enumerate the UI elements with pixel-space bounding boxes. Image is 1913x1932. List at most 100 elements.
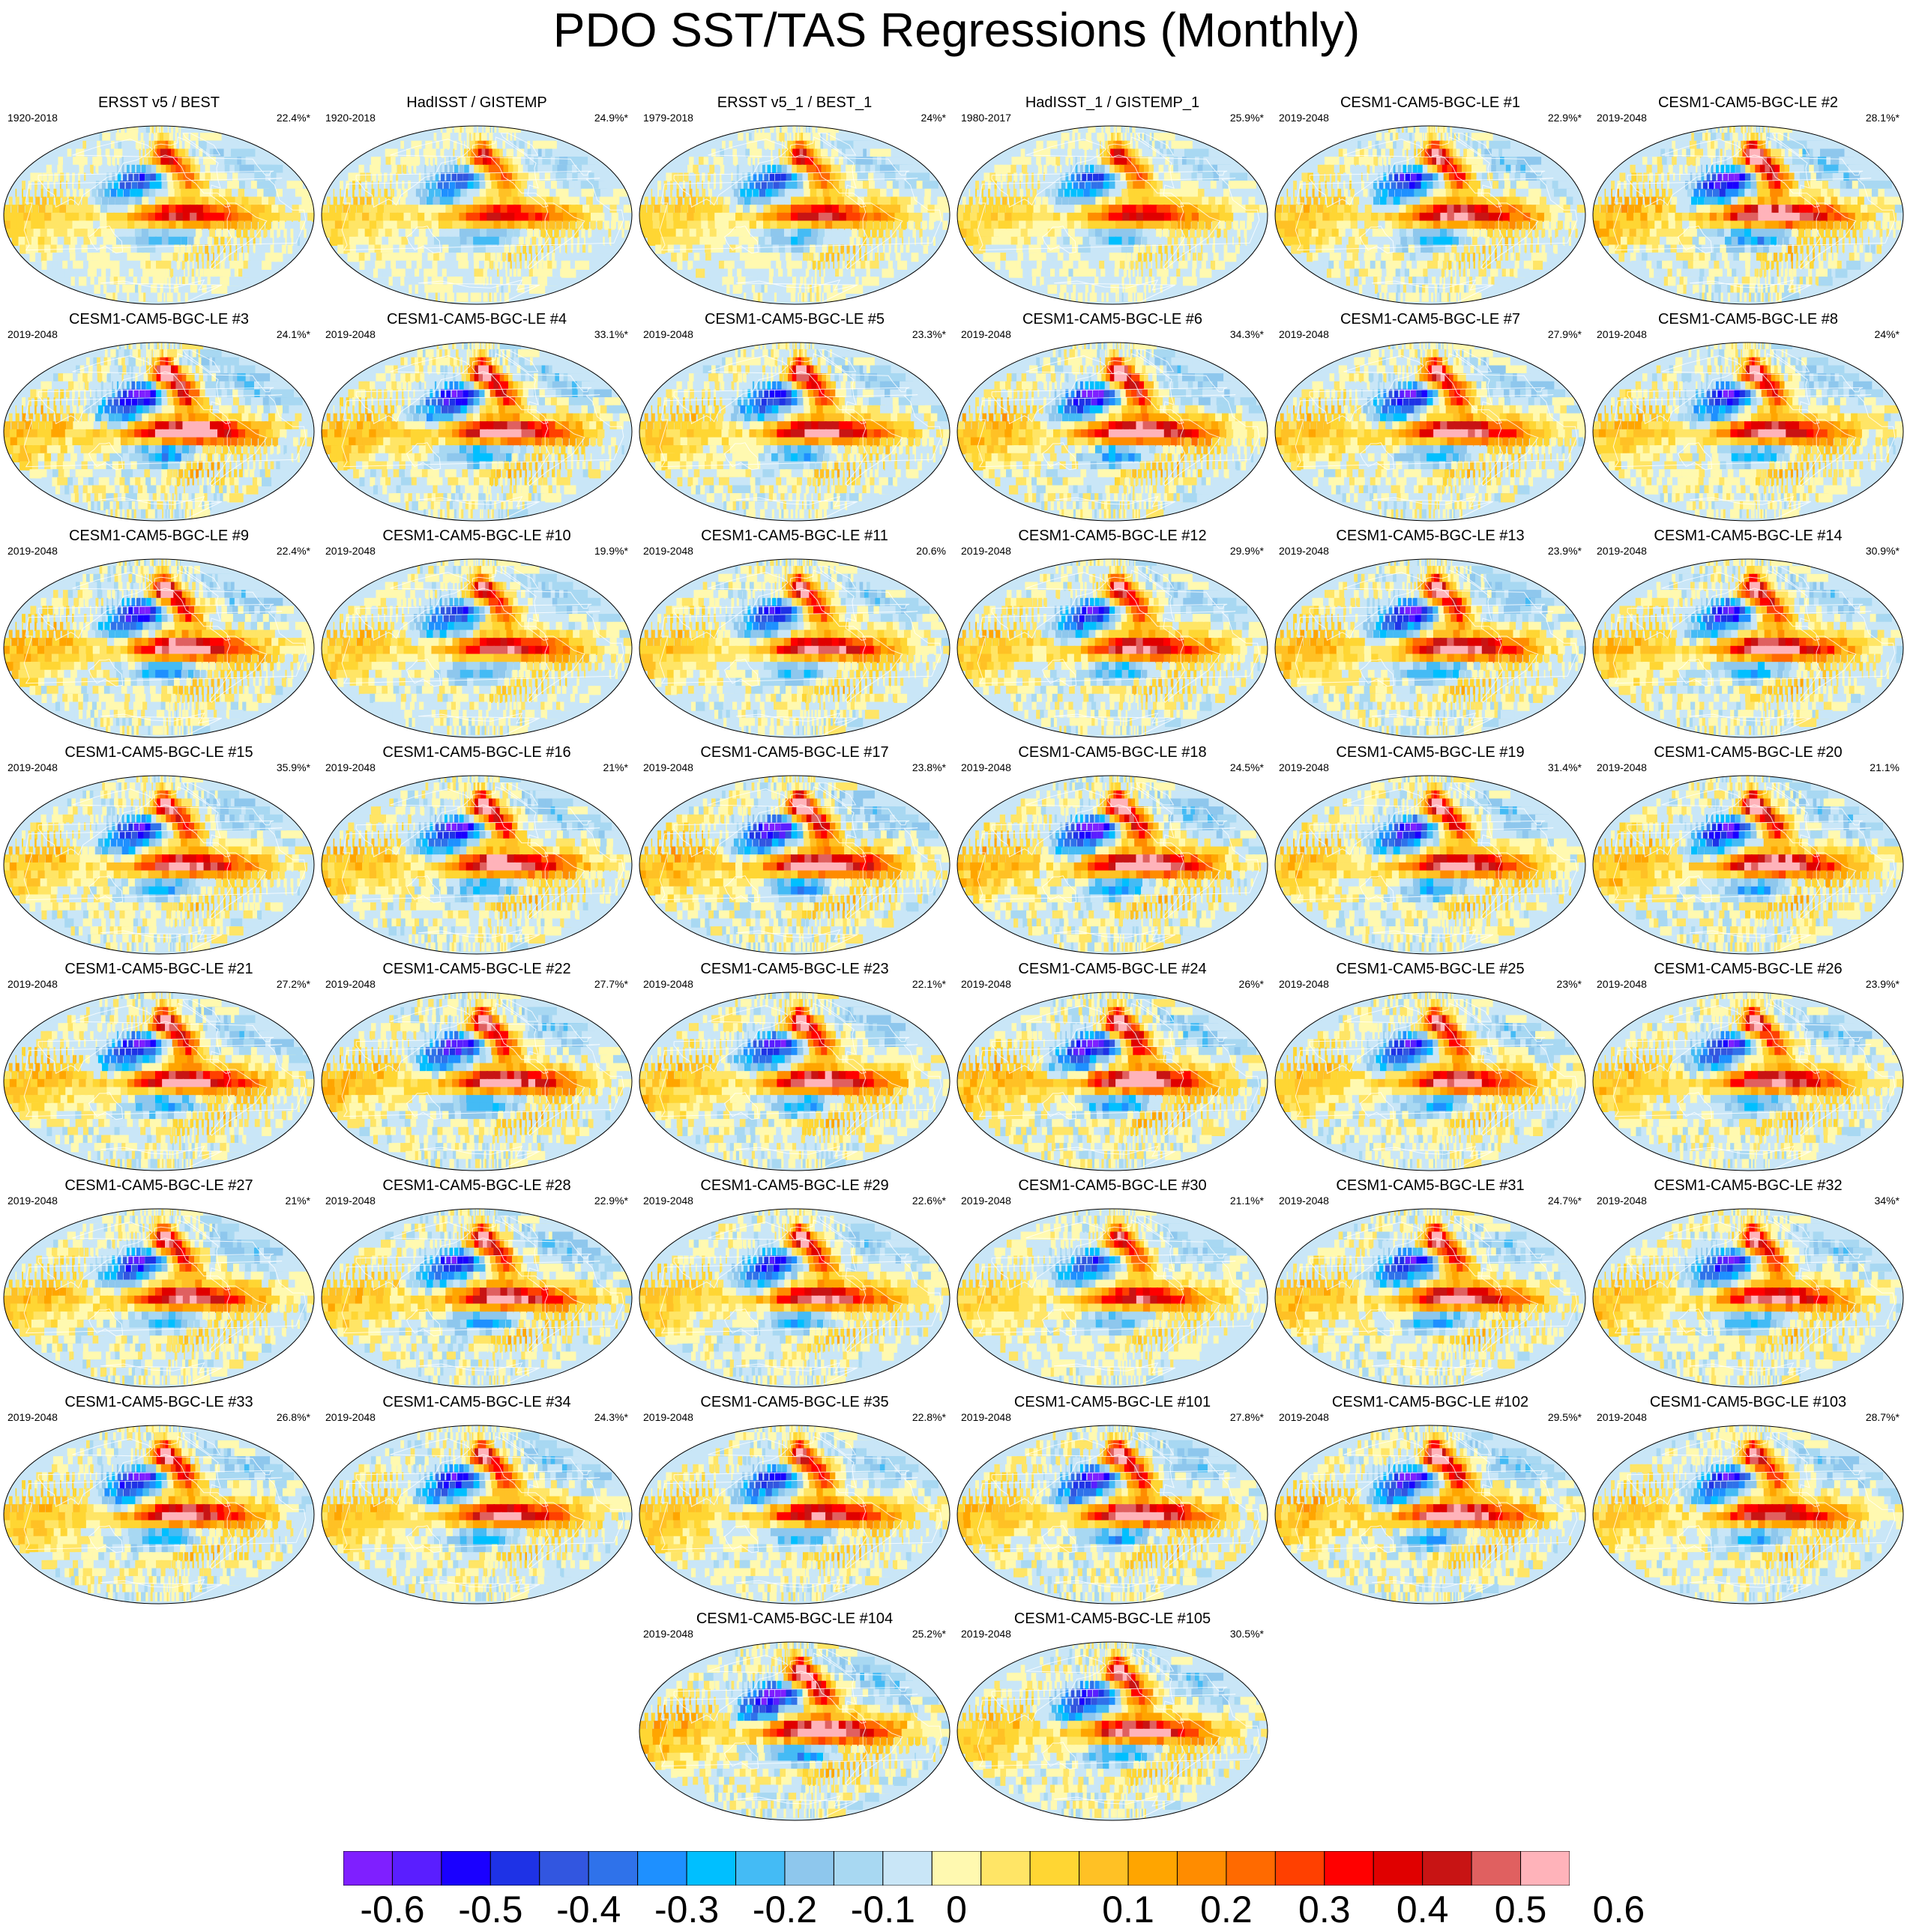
map-panel: CESM1-CAM5-BGC-LE #10 2019-2048 19.9%* — [319, 527, 634, 740]
panel-period: 2019-2048 — [961, 1410, 1011, 1424]
panel-variance: 22.4%* — [277, 111, 310, 124]
panel-variance: 31.4%* — [1548, 761, 1582, 774]
regression-map — [956, 1425, 1268, 1605]
panel-title: ERSST v5_1 / BEST_1 — [637, 94, 952, 112]
regression-map — [1592, 775, 1904, 955]
map-panel: CESM1-CAM5-BGC-LE #26 2019-2048 23.9%* — [1591, 960, 1906, 1174]
map-panel: CESM1-CAM5-BGC-LE #102 2019-2048 29.5%* — [1273, 1393, 1588, 1607]
panel-title: CESM1-CAM5-BGC-LE #103 — [1591, 1393, 1906, 1411]
panel-period: 2019-2048 — [7, 977, 58, 991]
regression-map — [3, 1208, 315, 1388]
panel-title: CESM1-CAM5-BGC-LE #7 — [1273, 310, 1588, 328]
map-panel: CESM1-CAM5-BGC-LE #21 2019-2048 27.2%* — [1, 960, 316, 1174]
panel-title: CESM1-CAM5-BGC-LE #19 — [1273, 743, 1588, 761]
panel-title: CESM1-CAM5-BGC-LE #35 — [637, 1393, 952, 1411]
panel-title: CESM1-CAM5-BGC-LE #22 — [319, 960, 634, 978]
regression-map — [1592, 1425, 1904, 1605]
panel-variance: 22.4%* — [277, 544, 310, 558]
panel-title: CESM1-CAM5-BGC-LE #12 — [955, 527, 1270, 545]
map-panel: CESM1-CAM5-BGC-LE #17 2019-2048 23.8%* — [637, 743, 952, 957]
panel-title: CESM1-CAM5-BGC-LE #30 — [955, 1177, 1270, 1195]
panel-variance: 24%* — [921, 111, 946, 124]
regression-map — [3, 342, 315, 522]
panel-title: CESM1-CAM5-BGC-LE #20 — [1591, 743, 1906, 761]
panel-period: 1920-2018 — [7, 111, 58, 124]
regression-map — [1274, 125, 1586, 305]
regression-map — [1592, 1208, 1904, 1388]
panel-period: 2019-2048 — [1597, 977, 1647, 991]
map-panel: CESM1-CAM5-BGC-LE #24 2019-2048 26%* — [955, 960, 1270, 1174]
regression-map — [321, 1425, 633, 1605]
map-panel: HadISST / GISTEMP 1920-2018 24.9%* — [319, 94, 634, 307]
panel-period: 2019-2048 — [643, 1627, 693, 1640]
panel-period: 2019-2048 — [7, 544, 58, 558]
panel-period: 2019-2048 — [961, 761, 1011, 774]
panel-period: 2019-2048 — [1279, 761, 1329, 774]
colorbar-tick-label: 0.1 — [1102, 1889, 1154, 1931]
regression-map — [3, 1425, 315, 1605]
map-panel: CESM1-CAM5-BGC-LE #27 2019-2048 21%* — [1, 1177, 316, 1390]
panel-title: CESM1-CAM5-BGC-LE #23 — [637, 960, 952, 978]
map-panel: CESM1-CAM5-BGC-LE #33 2019-2048 26.8%* — [1, 1393, 316, 1607]
panel-period: 2019-2048 — [7, 327, 58, 341]
regression-map — [639, 125, 951, 305]
colorbar-swatch — [441, 1851, 491, 1886]
panel-title: CESM1-CAM5-BGC-LE #34 — [319, 1393, 634, 1411]
panel-period: 2019-2048 — [1597, 111, 1647, 124]
figure-title: PDO SST/TAS Regressions (Monthly) — [0, 0, 1913, 60]
regression-map — [956, 775, 1268, 955]
colorbar-tick-label: -0.2 — [753, 1889, 817, 1931]
map-panel: CESM1-CAM5-BGC-LE #1 2019-2048 22.9%* — [1273, 94, 1588, 307]
panel-variance: 28.7%* — [1866, 1410, 1900, 1424]
panel-title: ERSST v5 / BEST — [1, 94, 316, 112]
regression-map — [1592, 558, 1904, 738]
regression-map — [321, 342, 633, 522]
map-panel: CESM1-CAM5-BGC-LE #101 2019-2048 27.8%* — [955, 1393, 1270, 1607]
panel-variance: 30.9%* — [1866, 544, 1900, 558]
map-panel: CESM1-CAM5-BGC-LE #6 2019-2048 34.3%* — [955, 310, 1270, 524]
colorbar-swatch — [489, 1851, 540, 1886]
panel-title: CESM1-CAM5-BGC-LE #3 — [1, 310, 316, 328]
regression-map — [1592, 991, 1904, 1171]
colorbar-swatch — [343, 1851, 393, 1886]
panel-period: 1979-2018 — [643, 111, 693, 124]
panel-title: CESM1-CAM5-BGC-LE #26 — [1591, 960, 1906, 978]
map-panel: CESM1-CAM5-BGC-LE #3 2019-2048 24.1%* — [1, 310, 316, 524]
panel-period: 2019-2048 — [325, 1410, 376, 1424]
panel-period: 1920-2018 — [325, 111, 376, 124]
map-panel: HadISST_1 / GISTEMP_1 1980-2017 25.9%* — [955, 94, 1270, 307]
panel-period: 2019-2048 — [961, 977, 1011, 991]
regression-map — [639, 775, 951, 955]
panel-variance: 24.1%* — [277, 327, 310, 341]
panel-title: CESM1-CAM5-BGC-LE #28 — [319, 1177, 634, 1195]
regression-map — [1274, 1425, 1586, 1605]
colorbar-swatch — [833, 1851, 884, 1886]
map-panel: CESM1-CAM5-BGC-LE #103 2019-2048 28.7%* — [1591, 1393, 1906, 1607]
map-panel: CESM1-CAM5-BGC-LE #8 2019-2048 24%* — [1591, 310, 1906, 524]
panel-period: 2019-2048 — [961, 544, 1011, 558]
panel-variance: 22.9%* — [594, 1194, 628, 1207]
panel-period: 2019-2048 — [1597, 1194, 1647, 1207]
regression-map — [956, 991, 1268, 1171]
panel-period: 2019-2048 — [1279, 327, 1329, 341]
map-panel: CESM1-CAM5-BGC-LE #9 2019-2048 22.4%* — [1, 527, 316, 740]
regression-map — [3, 991, 315, 1171]
map-panel: CESM1-CAM5-BGC-LE #105 2019-2048 30.5%* — [955, 1610, 1270, 1823]
panel-variance: 25.2%* — [912, 1627, 946, 1640]
panel-title: CESM1-CAM5-BGC-LE #17 — [637, 743, 952, 761]
colorbar-tick-label: -0.6 — [360, 1889, 424, 1931]
map-panel: ERSST v5_1 / BEST_1 1979-2018 24%* — [637, 94, 952, 307]
regression-map — [1274, 342, 1586, 522]
panel-title: CESM1-CAM5-BGC-LE #33 — [1, 1393, 316, 1411]
panel-variance: 27.8%* — [1230, 1410, 1264, 1424]
colorbar-swatch — [1176, 1851, 1227, 1886]
colorbar-swatch — [931, 1851, 982, 1886]
panel-variance: 30.5%* — [1230, 1627, 1264, 1640]
panel-title: CESM1-CAM5-BGC-LE #6 — [955, 310, 1270, 328]
panel-period: 2019-2048 — [7, 1410, 58, 1424]
panel-title: CESM1-CAM5-BGC-LE #104 — [637, 1610, 952, 1628]
map-panel: CESM1-CAM5-BGC-LE #4 2019-2048 33.1%* — [319, 310, 634, 524]
colorbar — [343, 1851, 1570, 1886]
regression-map — [639, 558, 951, 738]
colorbar-tick-label: 0.2 — [1200, 1889, 1253, 1931]
